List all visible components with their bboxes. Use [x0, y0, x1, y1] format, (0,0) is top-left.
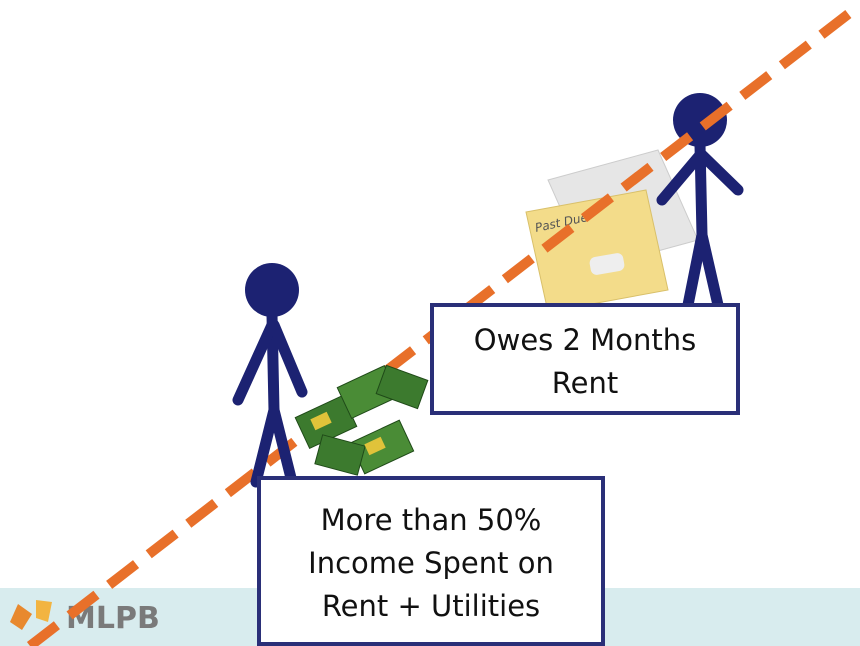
money-stack	[295, 365, 428, 475]
box-text: More than 50%	[321, 503, 542, 537]
page: MLPB Past Due Owes 2 Months Rent More th…	[0, 0, 860, 646]
box-text: Owes 2 Months	[474, 323, 696, 357]
box-text: Rent + Utilities	[322, 589, 540, 623]
envelopes: Past Due	[526, 150, 698, 312]
box-text: Rent	[552, 366, 618, 400]
slide: MLPB Past Due Owes 2 Months Rent More th…	[0, 0, 860, 646]
box-text: Income Spent on	[308, 546, 554, 580]
